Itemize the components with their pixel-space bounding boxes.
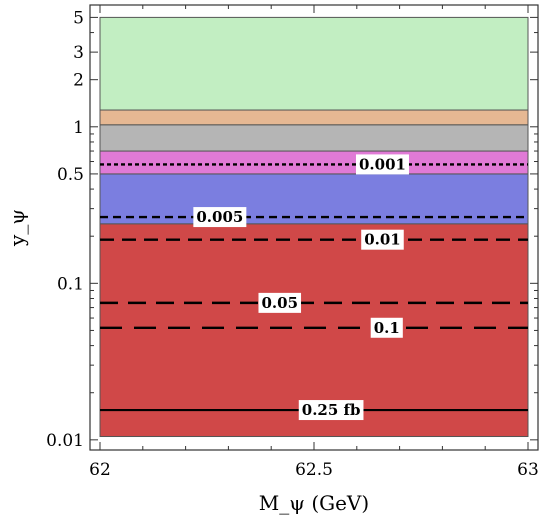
contour-label-bg-1 bbox=[193, 207, 247, 228]
contour-lines: 0.001 0.005 0.01 0.05 0.1 0.25 fb bbox=[100, 154, 528, 421]
contour-label-2: 0.01 bbox=[364, 231, 401, 249]
contour-label-0: 0.001 bbox=[359, 155, 406, 173]
contour-label-4: 0.1 bbox=[374, 319, 400, 337]
y-tick-label-0: 0.01 bbox=[46, 431, 84, 451]
contour-label-bg-2 bbox=[361, 229, 404, 250]
region-band-5 bbox=[99, 16, 529, 111]
y-tick-label-4: 2 bbox=[73, 71, 84, 91]
contour-label-5: 0.25 fb bbox=[302, 401, 361, 419]
y-tick-label-1: 0.1 bbox=[57, 274, 84, 294]
contour-label-1: 0.005 bbox=[196, 208, 243, 226]
x-axis-title: M_ψ (GeV) bbox=[259, 491, 369, 515]
contour-label-bg-5 bbox=[298, 400, 364, 421]
y-axis-title: y_ψ bbox=[5, 209, 29, 247]
y-tick-label-2: 0.5 bbox=[57, 165, 84, 185]
shaded-regions bbox=[99, 16, 529, 438]
axis-ticks: 0.01 0.1 0.5 1 2 3 5 62 62.5 63 bbox=[46, 5, 539, 480]
region-band-3 bbox=[99, 124, 529, 152]
x-tick-label-2: 63 bbox=[517, 460, 539, 480]
y-tick-label-6: 5 bbox=[73, 8, 84, 28]
y-tick-label-5: 3 bbox=[73, 43, 84, 63]
x-tick-label-0: 62 bbox=[89, 460, 111, 480]
region-band-2 bbox=[99, 150, 529, 175]
region-band-4 bbox=[99, 109, 529, 126]
contour-label-bg-3 bbox=[258, 292, 302, 313]
x-tick-label-1: 62.5 bbox=[295, 460, 333, 480]
contour-label-3: 0.05 bbox=[261, 294, 298, 312]
region-band-1 bbox=[99, 173, 529, 225]
contour-label-bg-4 bbox=[370, 317, 403, 338]
y-tick-label-3: 1 bbox=[73, 118, 84, 138]
contour-label-bg-0 bbox=[355, 154, 409, 175]
